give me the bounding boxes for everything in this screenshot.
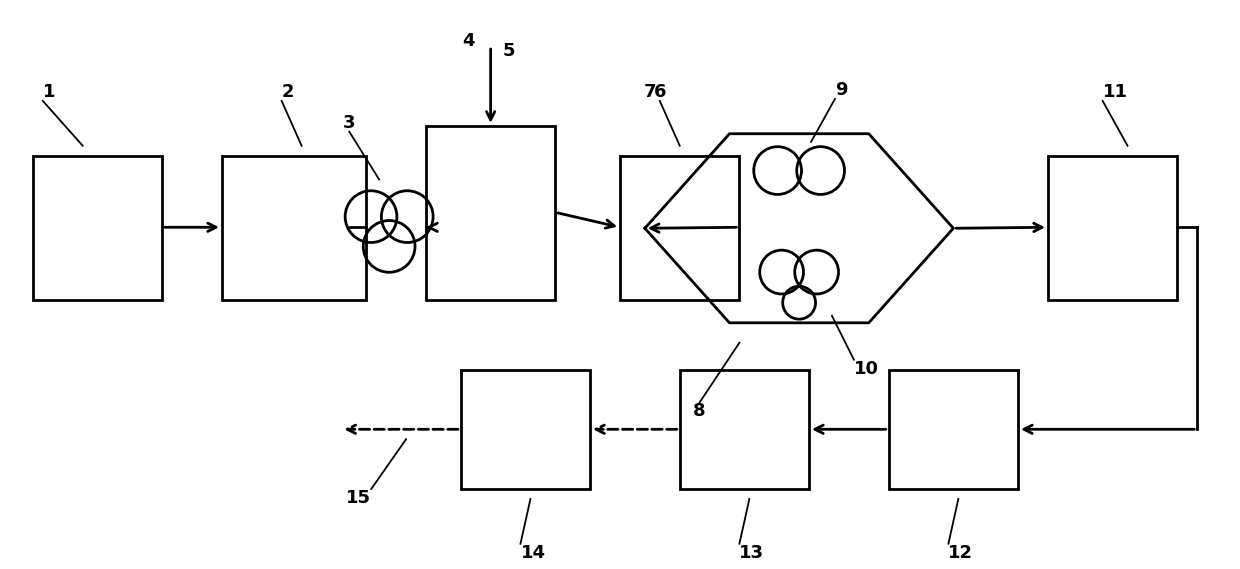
- Bar: [1048, 156, 1177, 300]
- Text: 3: 3: [343, 114, 356, 132]
- Bar: [427, 126, 556, 300]
- Text: 15: 15: [346, 489, 371, 507]
- Bar: [222, 156, 366, 300]
- Text: 5: 5: [502, 42, 515, 60]
- Bar: [620, 156, 739, 300]
- Text: 14: 14: [521, 544, 546, 562]
- Text: 7: 7: [644, 83, 656, 101]
- Bar: [889, 370, 1018, 489]
- Text: 11: 11: [1102, 83, 1127, 101]
- Text: 13: 13: [739, 544, 764, 562]
- Text: 6: 6: [653, 83, 666, 101]
- Text: 8: 8: [693, 402, 706, 420]
- Text: 9: 9: [835, 81, 847, 99]
- Bar: [461, 370, 590, 489]
- Bar: [680, 370, 808, 489]
- Text: 1: 1: [43, 83, 56, 101]
- Text: 12: 12: [949, 544, 973, 562]
- Bar: [33, 156, 162, 300]
- Text: 10: 10: [854, 360, 879, 378]
- Text: 2: 2: [281, 83, 294, 101]
- Text: 4: 4: [463, 32, 475, 50]
